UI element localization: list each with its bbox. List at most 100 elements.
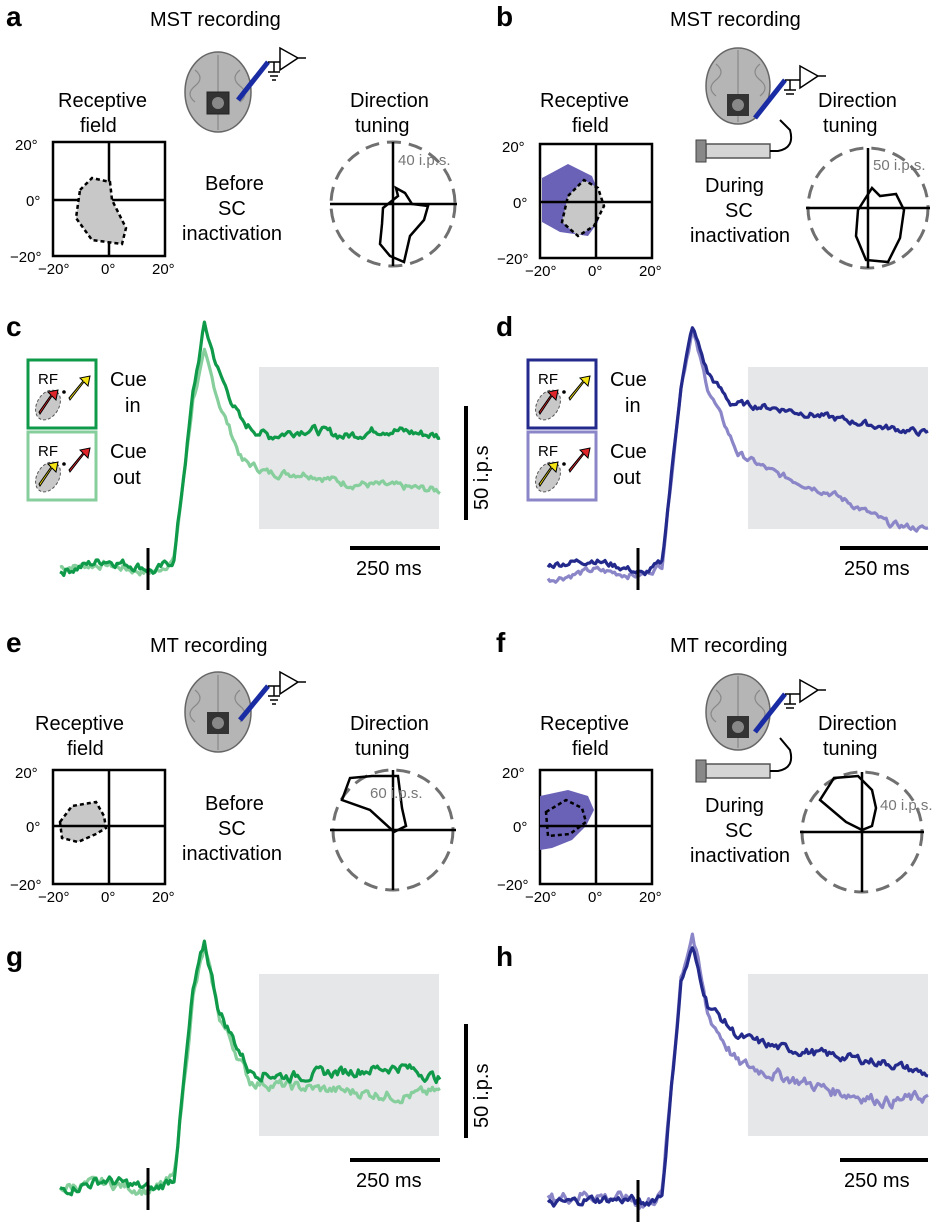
- rf-ytick-m20-a: −20°: [10, 249, 41, 266]
- condition-a-3: inactivation: [182, 223, 282, 245]
- panel-letter-d: d: [496, 311, 513, 342]
- rf-xtick-20-f: 20°: [639, 889, 662, 906]
- tuning-scale-e: 60 i.p.s.: [370, 785, 423, 802]
- legend-rf-label-c-in: RF: [38, 371, 58, 388]
- rf-xtick-20-b: 20°: [639, 263, 662, 280]
- brain-icon-b: [705, 47, 771, 125]
- sustained-window-shade-c: [259, 367, 439, 529]
- traces-c: [59, 320, 441, 577]
- trace-c-cue-in: [59, 320, 441, 577]
- time-scalebar-label-d: 250 ms: [844, 558, 910, 580]
- panel-b: b MST recording Receptive field 20° 0°: [496, 1, 930, 280]
- legend-rf-label-d-in: RF: [538, 371, 558, 388]
- direction-tuning-e: [330, 768, 456, 892]
- rf-xtick-0-a: 0°: [101, 261, 115, 278]
- traces-g: [58, 939, 442, 1197]
- dt-label-b-2: tuning: [823, 115, 878, 137]
- rf-axes-f: [538, 768, 654, 886]
- trace-d-cue-out: [546, 327, 929, 584]
- rf-ytick-m20-e: −20°: [10, 877, 41, 894]
- rf-ytick-0-a: 0°: [26, 193, 40, 210]
- rf-label-f-1: Receptive: [540, 713, 629, 735]
- legend-cue-out-label-c-2: out: [113, 467, 141, 489]
- panel-f: f MT recording Receptive field 20° 0°: [496, 627, 933, 906]
- electrode-icon-e: [238, 670, 306, 722]
- trace-d-cue-in: [546, 326, 929, 577]
- legend-cue-out-label-d-2: out: [613, 467, 641, 489]
- legend-cue-in-label-d-1: Cue: [610, 369, 647, 391]
- direction-tuning-f: [800, 770, 924, 894]
- panel-e: e MT recording Receptive field 20° 0° −2…: [6, 627, 456, 906]
- rf-label-e-2: field: [67, 738, 104, 760]
- rf-xtick-20-e: 20°: [152, 889, 175, 906]
- tuning-scale-f: 40 i.p.s.: [880, 797, 933, 814]
- direction-tuning-b: [806, 146, 930, 270]
- rf-xtick-m20-f: −20°: [525, 889, 556, 906]
- rf-xtick-m20-e: −20°: [38, 889, 69, 906]
- traces-h: [546, 932, 929, 1211]
- sustained-window-shade-d: [748, 367, 928, 529]
- rf-label-b-2: field: [572, 115, 609, 137]
- time-scalebar-label-h: 250 ms: [844, 1170, 910, 1192]
- tuning-scale-b: 50 i.p.s.: [873, 157, 926, 174]
- dt-label-f-2: tuning: [823, 738, 878, 760]
- legend-cue-out-d: [526, 430, 598, 502]
- tuning-scale-a: 40 i.p.s.: [398, 152, 451, 169]
- recording-title-f: MT recording: [670, 635, 787, 657]
- rf-label-a-2: field: [80, 115, 117, 137]
- rf-label-f-2: field: [572, 738, 609, 760]
- dt-label-a-2: tuning: [355, 115, 410, 137]
- legend-cue-in-c: [26, 358, 98, 430]
- dt-label-f-1: Direction: [818, 713, 897, 735]
- rf-label-e-1: Receptive: [35, 713, 124, 735]
- rf-ytick-m20-f: −20°: [497, 877, 528, 894]
- rf-axes-b: [538, 142, 654, 260]
- rf-ytick-0-f: 0°: [513, 819, 527, 836]
- rf-label-a-1: Receptive: [58, 90, 147, 112]
- dt-label-e-2: tuning: [355, 738, 410, 760]
- rf-xtick-0-e: 0°: [101, 889, 115, 906]
- panel-h: h 250 ms: [496, 932, 929, 1222]
- condition-f-1: During: [705, 795, 764, 817]
- rf-ytick-20-a: 20°: [15, 137, 38, 154]
- legend-cue-in-label-d-2: in: [625, 395, 641, 417]
- panel-letter-c: c: [6, 311, 22, 342]
- panel-letter-h: h: [496, 941, 513, 972]
- panel-letter-e: e: [6, 627, 22, 658]
- legend-cue-out-c: [26, 430, 98, 502]
- panel-letter-f: f: [496, 627, 506, 658]
- recording-title-b: MST recording: [670, 9, 801, 31]
- sustained-window-shade-g: [259, 974, 439, 1136]
- electrode-icon-b: [753, 64, 826, 120]
- dt-label-a-1: Direction: [350, 90, 429, 112]
- panel-letter-b: b: [496, 1, 513, 32]
- time-scalebar-label-c: 250 ms: [356, 558, 422, 580]
- dt-label-b-1: Direction: [818, 90, 897, 112]
- panel-d: d RF Cue in RF Cue out 250 ms: [496, 311, 929, 590]
- rf-ytick-0-b: 0°: [513, 195, 527, 212]
- rf-axes-e: [51, 768, 167, 886]
- rf-label-b-1: Receptive: [540, 90, 629, 112]
- condition-b-3: inactivation: [690, 225, 790, 247]
- legend-cue-in-d: [526, 358, 598, 430]
- recording-title-a: MST recording: [150, 9, 281, 31]
- rf-axes-a: [51, 140, 167, 258]
- rf-ytick-20-b: 20°: [502, 139, 525, 156]
- rf-ytick-20-f: 20°: [502, 765, 525, 782]
- dt-label-e-1: Direction: [350, 713, 429, 735]
- trace-h-cue-in: [546, 946, 929, 1208]
- rate-scalebar-label-g: 50 i.p.s: [471, 1064, 493, 1128]
- legend-rf-label-c-out: RF: [38, 443, 58, 460]
- condition-e-2: SC: [218, 818, 246, 840]
- legend-cue-out-label-c-1: Cue: [110, 441, 147, 463]
- sustained-window-shade-h: [748, 974, 928, 1136]
- brain-icon-a: [184, 51, 252, 133]
- condition-e-3: inactivation: [182, 843, 282, 865]
- legend-cue-in-label-c-1: Cue: [110, 369, 147, 391]
- condition-f-3: inactivation: [690, 845, 790, 867]
- rf-xtick-m20-a: −20°: [38, 261, 69, 278]
- condition-e-1: Before: [205, 793, 264, 815]
- electrode-icon-a: [236, 46, 306, 102]
- condition-a-2: SC: [218, 198, 246, 220]
